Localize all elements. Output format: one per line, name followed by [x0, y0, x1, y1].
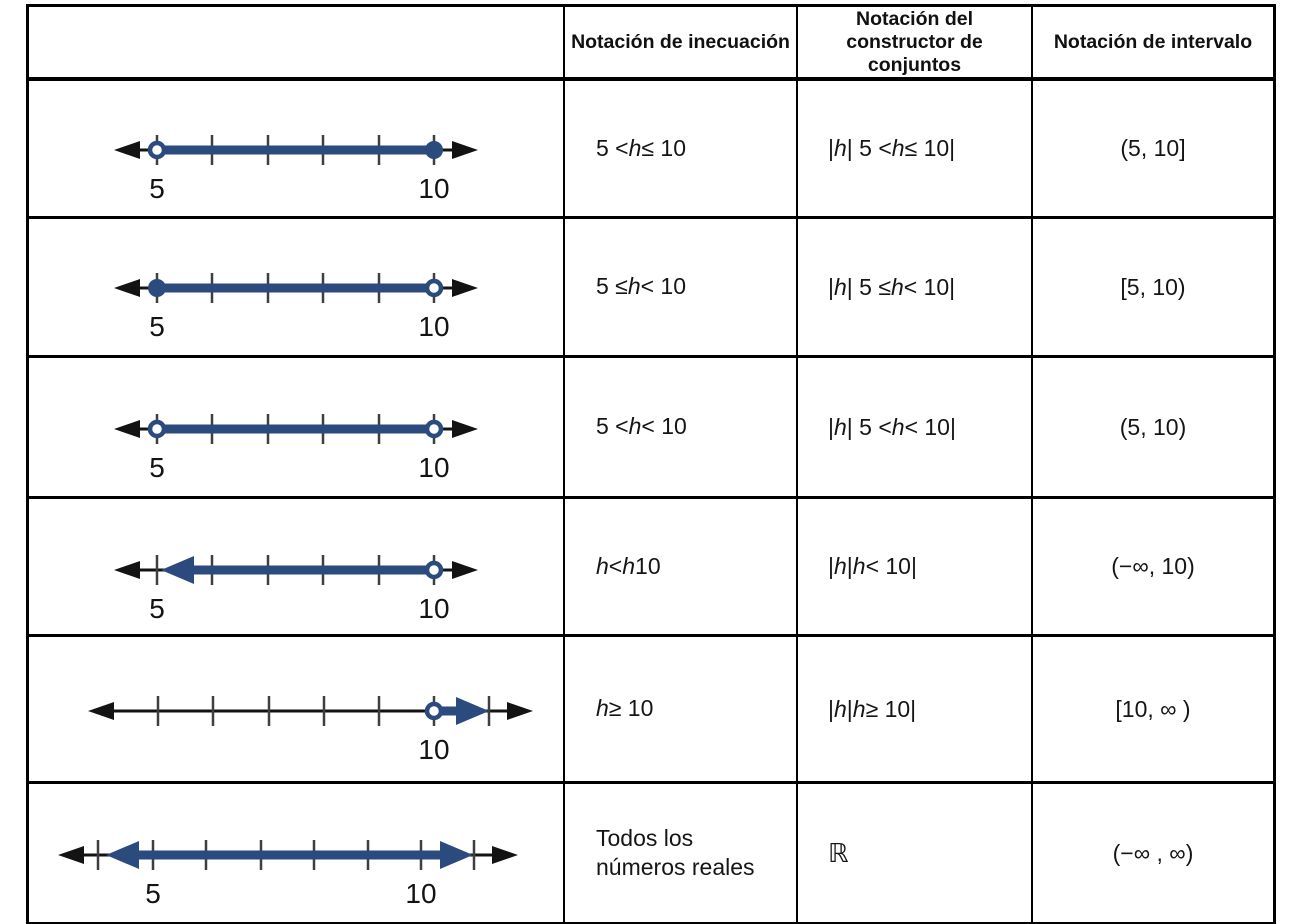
- svg-text:10: 10: [418, 452, 449, 483]
- interval-4: (−∞, 10): [1033, 499, 1273, 637]
- set-builder-5: | h | h ≥ 10|: [798, 637, 1033, 784]
- inequality-5: h ≥ 10: [565, 637, 798, 784]
- inequality-4: h < h 10: [565, 499, 798, 637]
- set-builder-2: | h | 5 ≤ h < 10|: [798, 219, 1033, 358]
- set-builder-6: ℝ: [798, 784, 1033, 922]
- svg-text:10: 10: [418, 311, 449, 342]
- numberline-graphic-3: 5 10: [114, 413, 478, 483]
- header-numberline: [29, 7, 565, 81]
- inequality-2: 5 ≤ h < 10: [565, 219, 798, 358]
- svg-text:5: 5: [149, 452, 165, 483]
- numberline-graphic-1: 5 10: [114, 134, 478, 204]
- inequality-6: Todos los números reales: [565, 784, 798, 922]
- set-builder-3: | h | 5 < h < 10|: [798, 358, 1033, 499]
- numberline-cell-3: 5 10: [29, 358, 565, 499]
- interval-5: [10, ∞ ): [1033, 637, 1273, 784]
- svg-text:5: 5: [149, 173, 165, 204]
- numberline-cell-4: 5 10: [29, 499, 565, 637]
- interval-1: (5, 10]: [1033, 81, 1273, 219]
- interval-notation-table: Notación de inecuación Notación del cons…: [26, 4, 1276, 924]
- svg-text:10: 10: [418, 734, 449, 765]
- interval-2: [5, 10): [1033, 219, 1273, 358]
- svg-text:10: 10: [418, 593, 449, 624]
- numberline-graphic-6: 5 10: [58, 840, 518, 909]
- svg-text:10: 10: [405, 878, 436, 909]
- svg-text:10: 10: [418, 173, 449, 204]
- numberline-graphic-2: 5 10: [114, 272, 478, 342]
- svg-text:5: 5: [145, 878, 161, 909]
- header-interval: Notación de intervalo: [1033, 7, 1273, 81]
- numberline-cell-2: 5 10: [29, 219, 565, 358]
- numberline-graphic-5: 10: [88, 695, 533, 765]
- header-inequality: Notación de inecuación: [565, 7, 798, 81]
- svg-text:5: 5: [149, 311, 165, 342]
- set-builder-1: | h | 5 < h ≤ 10|: [798, 81, 1033, 219]
- set-builder-4: | h | h < 10|: [798, 499, 1033, 637]
- inequality-3: 5 < h < 10: [565, 358, 798, 499]
- numberline-cell-6: 5 10: [29, 784, 565, 922]
- header-set-builder: Notación del constructor de conjuntos: [798, 7, 1033, 81]
- interval-6: (−∞ , ∞): [1033, 784, 1273, 922]
- numberline-cell-5: 10: [29, 637, 565, 784]
- inequality-1: 5 < h ≤ 10: [565, 81, 798, 219]
- interval-3: (5, 10): [1033, 358, 1273, 499]
- numberline-graphic-4: 5 10: [114, 554, 478, 624]
- numberline-cell-1: 5 10: [29, 81, 565, 219]
- svg-text:5: 5: [149, 593, 165, 624]
